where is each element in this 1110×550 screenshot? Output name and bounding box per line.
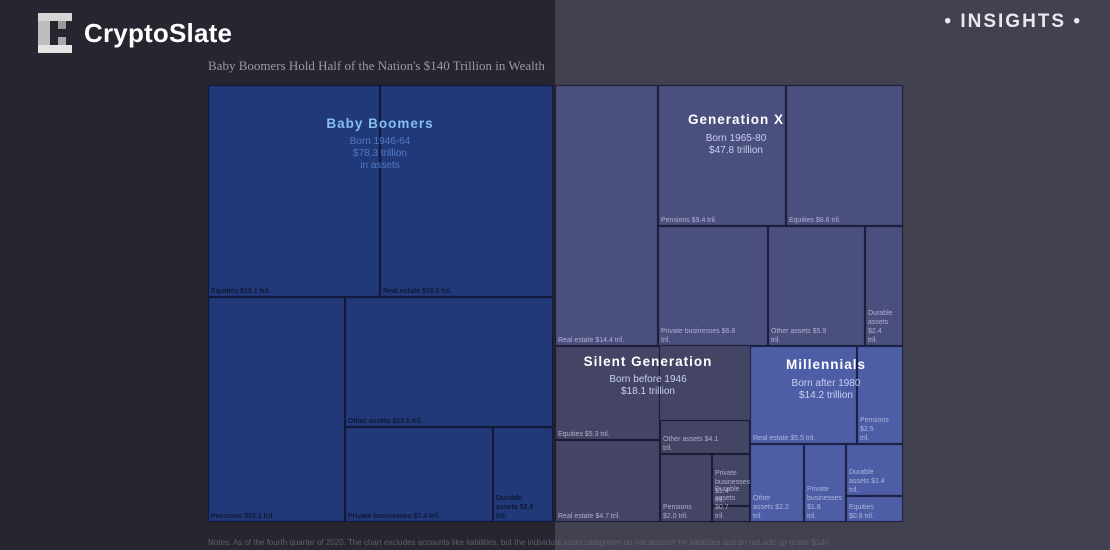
chart-note: Notes: As of the fourth quarter of 2020.… bbox=[208, 538, 830, 547]
treemap-cell-label-boomers-1: Real estate $18.0 tril. bbox=[383, 288, 452, 295]
left-dim-overlay bbox=[208, 85, 555, 522]
treemap-cell-label-silent-3: Pensions $2.0 tril. bbox=[663, 504, 692, 520]
treemap-group-title-genx: Generation X bbox=[688, 112, 784, 127]
treemap-cell-boomers-durable-assets bbox=[492, 426, 554, 523]
treemap-group-subtitle-genx-1: $47.8 trillion bbox=[709, 145, 763, 156]
treemap-cell-label-millennials-1: Pensions $2.5 tril. bbox=[860, 417, 889, 442]
treemap-cell-label-boomers-0: Equities $15.1 tril. bbox=[211, 288, 271, 295]
brand-name: CryptoSlate bbox=[84, 17, 233, 48]
treemap-cell-genx-equities bbox=[785, 84, 904, 227]
treemap-cell-genx-durable-assets bbox=[864, 225, 904, 347]
treemap-group-subtitle-silent-1: $18.1 trillion bbox=[621, 386, 675, 397]
chart-title: Baby Boomers Hold Half of the Nation's $… bbox=[208, 58, 545, 73]
treemap-cell-label-genx-3: Private businesses $6.8 tril. bbox=[661, 328, 735, 344]
treemap-cell-label-millennials-0: Real estate $5.5 tril. bbox=[753, 435, 815, 442]
treemap-cell-label-silent-0: Equities $5.3 tril. bbox=[558, 431, 610, 438]
treemap-group-subtitle-genx-0: Born 1965-80 bbox=[706, 133, 767, 144]
treemap-cell-label-boomers-2: Pensions $15.1 tril. bbox=[211, 513, 274, 520]
treemap-cell-silent-other-assets bbox=[659, 419, 751, 455]
treemap-group-subtitle-millennials-1: $14.2 trillion bbox=[799, 390, 853, 401]
treemap-cell-genx-private-businesses bbox=[657, 225, 769, 347]
treemap-cell-boomers-real-estate bbox=[379, 84, 554, 298]
treemap-cell-silent-pensions bbox=[659, 453, 713, 523]
treemap-cell-genx-real-estate bbox=[554, 84, 659, 347]
treemap-cell-label-silent-2: Other assets $4.1 tril. bbox=[663, 436, 718, 452]
treemap-cell-label-genx-4: Other assets $5.9 tril. bbox=[771, 328, 826, 344]
treemap-cell-millennials-private-businesses bbox=[803, 443, 847, 523]
treemap-group-subtitle-boomers-2: in assets bbox=[360, 160, 399, 171]
insights-badge: • INSIGHTS • bbox=[944, 11, 1082, 32]
treemap-cell-silent-equities bbox=[554, 345, 661, 441]
treemap-cell-boomers-pensions bbox=[207, 296, 346, 523]
treemap-cell-label-boomers-4: Private businesses $7.4 tril. bbox=[348, 513, 440, 520]
treemap-cell-silent-durable-assets bbox=[711, 505, 751, 523]
treemap-group-subtitle-boomers-1: $78.3 trillion bbox=[353, 148, 407, 159]
treemap-cell-millennials-pensions bbox=[856, 345, 904, 445]
treemap-cell-millennials-other-assets bbox=[749, 443, 805, 523]
treemap-cell-millennials-real-estate bbox=[749, 345, 858, 445]
treemap-cell-label-genx-2: Equities $8.8 tril. bbox=[789, 217, 841, 224]
treemap-cell-label-millennials-2: Other assets $2.2 tril. bbox=[753, 495, 789, 520]
treemap-cell-label-silent-1: Real estate $4.7 tril. bbox=[558, 513, 620, 520]
treemap-group-title-silent: Silent Generation bbox=[584, 354, 713, 369]
treemap-cell-label-boomers-3: Other assets $13.5 tril. bbox=[348, 418, 423, 425]
treemap-cell-label-genx-5: Durable assets $2.4 tril. bbox=[868, 310, 893, 344]
treemap-cell-label-silent-5: Durable assets $0.7 tril. bbox=[715, 486, 740, 520]
treemap-cell-label-genx-1: Pensions $9.4 tril. bbox=[661, 217, 717, 224]
treemap-group-subtitle-boomers-0: Born 1946-64 bbox=[350, 136, 411, 147]
cryptoslate-logo-icon bbox=[38, 13, 72, 53]
treemap-cell-genx-other-assets bbox=[767, 225, 866, 347]
treemap-cell-millennials-durable-assets bbox=[845, 443, 904, 497]
treemap-group-title-boomers: Baby Boomers bbox=[326, 116, 433, 131]
treemap-cell-label-millennials-3: Private businesses $1.8 tril. bbox=[807, 486, 843, 520]
brand: CryptoSlate bbox=[38, 12, 232, 54]
treemap-cell-silent-real-estate bbox=[554, 439, 661, 523]
treemap-cell-label-silent-4: Private businesses $1.4 tril. bbox=[715, 470, 751, 504]
treemap-cell-label-millennials-5: Equities $0.8 tril. bbox=[849, 504, 874, 520]
treemap-cell-boomers-private-businesses bbox=[344, 426, 494, 523]
treemap-cell-genx-pensions bbox=[657, 84, 787, 227]
treemap-group-subtitle-millennials-0: Born after 1980 bbox=[792, 378, 861, 389]
treemap-group-subtitle-silent-0: Born before 1946 bbox=[609, 374, 687, 385]
treemap-cell-boomers-equities bbox=[207, 84, 381, 298]
treemap-cell-boomers-other-assets bbox=[344, 296, 554, 428]
treemap-cell-label-genx-0: Real estate $14.4 tril. bbox=[558, 337, 624, 344]
treemap-group-title-millennials: Millennials bbox=[786, 357, 866, 372]
treemap-cell-label-millennials-4: Durable assets $1.4 tril. bbox=[849, 469, 885, 494]
treemap-cell-silent-private-businesses bbox=[711, 453, 751, 507]
treemap-cell-millennials-equities bbox=[845, 495, 904, 523]
